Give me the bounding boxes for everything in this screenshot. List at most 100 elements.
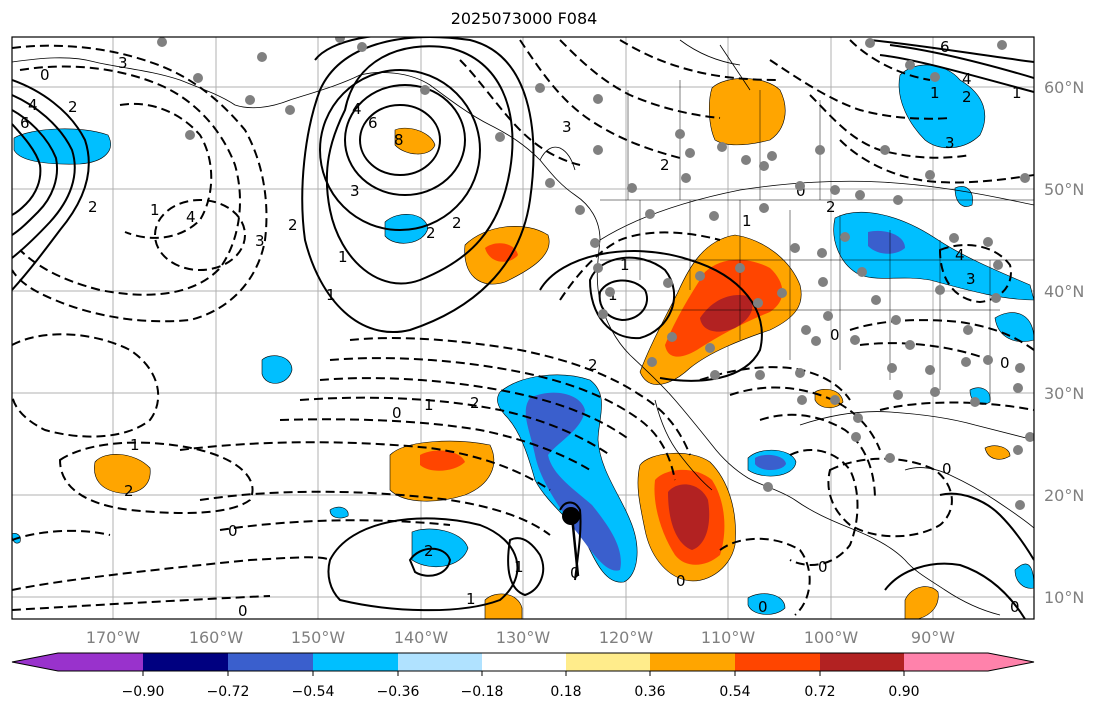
contour-label: 1: [514, 558, 524, 576]
colorbar-tick-label: −0.18: [461, 684, 504, 700]
lat-tick-label: 40°N: [1044, 282, 1084, 301]
contour-label: 0: [392, 404, 402, 422]
positive-anomaly-shading: [94, 78, 1011, 619]
contour-label: 6: [940, 38, 950, 56]
lon-tick-label: 90°W: [911, 628, 955, 647]
contour-label: 6: [20, 114, 30, 132]
colorbar: −0.90 −0.72 −0.54 −0.36 −0.18 0.18 0.36 …: [11, 652, 1035, 700]
colorbar-segment: [650, 653, 735, 671]
colorbar-segment: [398, 653, 482, 671]
plot-frame: [11, 36, 1035, 620]
contour-label: 8: [394, 131, 404, 149]
colorbar-segment: [482, 653, 566, 671]
colorbar-segment: [735, 653, 820, 671]
contour-label: 1: [1012, 84, 1022, 102]
contour-label: 1: [130, 436, 140, 454]
contour-label: 4: [955, 246, 965, 264]
longitude-axis: 170°W 160°W 150°W 140°W 130°W 120°W 110°…: [86, 628, 955, 647]
lat-tick-label: 30°N: [1044, 384, 1084, 403]
contour-label: 0: [796, 182, 806, 200]
contour-label: 1: [338, 248, 348, 266]
contour-label: 2: [470, 394, 480, 412]
contour-label: 0: [1010, 598, 1020, 616]
contour-label: 2: [88, 198, 98, 216]
colorbar-extend-min: [12, 653, 58, 671]
contour-label: 1: [326, 286, 336, 304]
lat-tick-label: 20°N: [1044, 486, 1084, 505]
colorbar-segment: [820, 653, 904, 671]
colorbar-segment: [904, 653, 988, 671]
negative-anomaly-shading: [12, 64, 1034, 615]
contour-label: 2: [660, 156, 670, 174]
contour-label: 4: [962, 70, 972, 88]
contour-label: 1: [466, 590, 476, 608]
lon-tick-label: 120°W: [599, 628, 654, 647]
lon-tick-label: 150°W: [291, 628, 346, 647]
lat-tick-label: 50°N: [1044, 180, 1084, 199]
contour-label: 3: [255, 232, 265, 250]
contour-label: 0: [942, 460, 952, 478]
contour-labels: 0 3 4 6 2 1 2 4 3 2 1 6 4 8 2 1 3 2 3 2 …: [20, 38, 1022, 620]
colorbar-segment: [566, 653, 650, 671]
colorbar-segment: [313, 653, 398, 671]
contour-label: 0: [676, 572, 686, 590]
lat-tick-label: 60°N: [1044, 78, 1084, 97]
contour-label: 1: [930, 84, 940, 102]
colorbar-tick-label: −0.36: [377, 684, 420, 700]
colorbar-tick-label: 0.54: [719, 684, 750, 700]
colorbar-tick-label: −0.72: [207, 684, 250, 700]
contour-label: 1: [742, 212, 752, 230]
lon-tick-label: 110°W: [701, 628, 756, 647]
colorbar-extend-max: [988, 653, 1034, 671]
colorbar-segment: [58, 653, 143, 671]
contour-label: 1: [150, 201, 160, 219]
contour-label: 2: [288, 216, 298, 234]
lon-tick-label: 140°W: [394, 628, 449, 647]
contour-label: 0: [228, 522, 238, 540]
contour-label: 0: [238, 602, 248, 620]
contour-label: 0: [570, 564, 580, 582]
station-markers: [157, 37, 1034, 510]
colorbar-tick-label: 0.72: [804, 684, 835, 700]
contour-label: 0: [830, 326, 840, 344]
colorbar-tick-label: 0.36: [634, 684, 665, 700]
contour-label: 2: [962, 88, 972, 106]
map-title: 2025073000 F084: [450, 9, 598, 28]
contour-label: 3: [562, 118, 572, 136]
colorbar-tick-label: 0.90: [888, 684, 919, 700]
positive-contours: [12, 37, 1034, 619]
contour-label: 2: [426, 224, 436, 242]
lon-tick-label: 160°W: [189, 628, 244, 647]
colorbar-segment: [143, 653, 228, 671]
colorbar-tick-label: 0.18: [550, 684, 581, 700]
colorbar-tick-label: −0.54: [292, 684, 335, 700]
contour-label: 2: [588, 356, 598, 374]
political-borders: [600, 80, 1034, 400]
colorbar-segment: [228, 653, 313, 671]
contour-label: 0: [1000, 354, 1010, 372]
contour-label: 2: [124, 482, 134, 500]
contour-label: 0: [758, 598, 768, 616]
contour-label: 4: [352, 100, 362, 118]
contour-label: 3: [966, 270, 976, 288]
contour-label: 3: [118, 54, 128, 72]
lon-tick-label: 130°W: [496, 628, 551, 647]
contour-label: 4: [186, 208, 196, 226]
contour-label: 2: [452, 214, 462, 232]
contour-label: 2: [826, 198, 836, 216]
contour-label: 2: [424, 542, 434, 560]
contour-label: 2: [68, 98, 78, 116]
contour-label: 1: [620, 256, 630, 274]
lon-tick-label: 170°W: [86, 628, 141, 647]
coastlines: [12, 39, 1034, 616]
lon-tick-label: 100°W: [804, 628, 859, 647]
contour-label: 6: [368, 114, 378, 132]
storm-center-marker: [562, 507, 580, 577]
contour-label: 1: [424, 396, 434, 414]
lat-tick-label: 10°N: [1044, 588, 1084, 607]
contour-label: 0: [40, 66, 50, 84]
contour-label: 4: [28, 96, 38, 114]
contour-label: 3: [945, 134, 955, 152]
latitude-axis: 60°N 50°N 40°N 30°N 20°N 10°N: [1044, 78, 1084, 607]
